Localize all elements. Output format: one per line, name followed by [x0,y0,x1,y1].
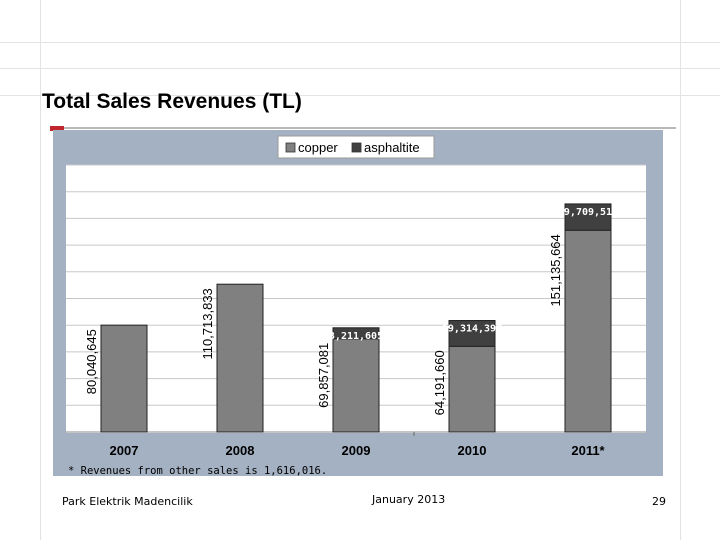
title-underline [64,127,676,129]
bar-copper-0 [100,324,148,433]
data-label-asphaltite-4: 19,709,514 [558,207,618,218]
category-label-4: 2011* [571,443,605,458]
footer-date: January 2013 [372,493,446,506]
data-label-copper-4: 151,135,664 [548,234,563,306]
bar-asphaltite-2 [332,327,380,340]
page-title: Total Sales Revenues (TL) [42,90,302,113]
bar-copper-3 [448,345,496,433]
legend-label-copper: copper [298,140,338,155]
bar-copper-2 [332,338,380,433]
category-label-1: 2008 [226,443,255,458]
legend-swatch-asphaltite [351,142,362,153]
category-label-2: 2009 [342,443,371,458]
decorative-line [40,0,41,540]
data-label-copper-0: 80,040,645 [84,329,99,394]
page-number: 29 [652,495,666,508]
title-accent-bar [50,126,64,131]
decorative-line [0,95,720,96]
decorative-line [680,0,681,540]
decorative-line [0,68,720,69]
category-label-3: 2010 [458,443,487,458]
bar-asphaltite-4 [564,203,612,231]
data-label-copper-2: 69,857,081 [316,343,331,408]
data-label-copper-1: 110,713,833 [200,288,215,359]
bar-copper-4 [564,229,612,433]
decorative-line [0,42,720,43]
category-label-0: 2007 [110,443,139,458]
data-label-asphaltite-2: 8,211,605 [329,331,383,342]
bar-asphaltite-3 [448,320,496,347]
footnote: * Revenues from other sales is 1,616,016… [68,465,327,477]
data-label-copper-3: 64,191,660 [432,350,447,415]
legend-label-asphaltite: asphaltite [364,140,420,155]
data-label-asphaltite-3: 19,314,397 [442,324,502,335]
legend-swatch-copper [285,142,296,153]
bar-copper-1 [216,283,264,433]
footer-company: Park Elektrik Madencilik [62,495,193,508]
